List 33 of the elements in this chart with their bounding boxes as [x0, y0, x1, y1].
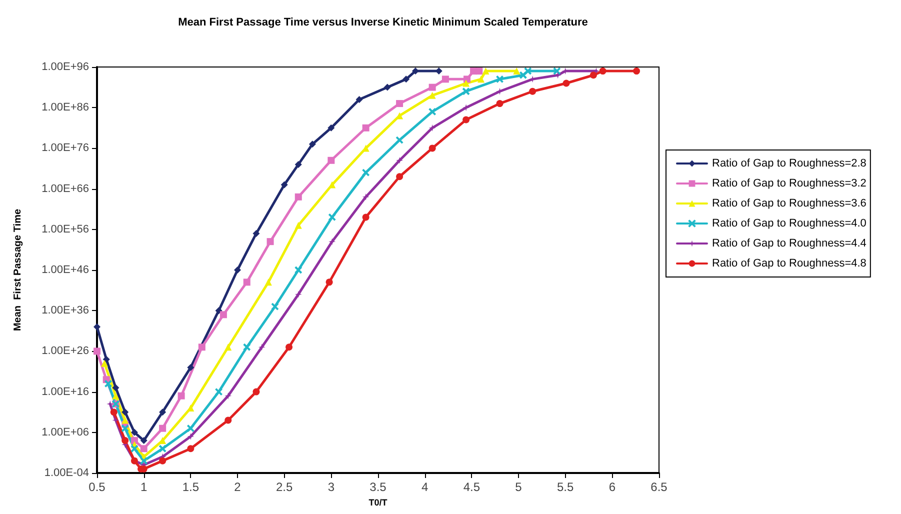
y-tick-label: 1.00E+76 — [42, 142, 89, 154]
x-tick-label: 2 — [234, 480, 242, 494]
x-tick-label: 6 — [608, 480, 616, 494]
x-tick-label: 5.5 — [556, 480, 574, 494]
legend-label: Ratio of Gap to Roughness=4.0 — [712, 218, 866, 230]
legend-label: Ratio of Gap to Roughness=3.2 — [712, 178, 866, 190]
y-tick-label: 1.00E+86 — [42, 102, 89, 114]
x-tick-label: 4.5 — [463, 480, 480, 494]
x-tick-label: 4 — [421, 480, 428, 494]
legend-label: Ratio of Gap to Roughness=4.4 — [712, 238, 866, 250]
x-tick-label: 3 — [328, 480, 335, 494]
x-axis-title: T0/T — [368, 497, 388, 508]
y-tick-label: 1.00E+66 — [42, 182, 89, 195]
legend-label: Ratio of Gap to Roughness=2.8 — [712, 158, 866, 170]
x-tick-label: 3.5 — [370, 480, 387, 494]
x-tick-label: 0.5 — [88, 480, 106, 494]
chart-title: Mean First Passage Time versus Inverse Kinetic Minimum Scaled Temperature — [178, 16, 588, 28]
x-tick-label: 1.5 — [182, 480, 200, 494]
y-tick-label: 1.00E-04 — [44, 467, 89, 479]
y-tick-label: 1.00E+26 — [42, 345, 89, 358]
legend-label: Ratio of Gap to Roughness=4.8 — [712, 258, 866, 270]
y-tick-label: 1.00E+96 — [42, 61, 89, 73]
x-tick-label: 2.5 — [276, 480, 293, 494]
x-tick-label: 6.5 — [650, 480, 668, 494]
y-tick-label: 1.00E+46 — [42, 264, 89, 276]
legend-label: Ratio of Gap to Roughness=3.6 — [712, 198, 866, 210]
x-tick-label: 1 — [140, 480, 148, 494]
y-axis-title: Mean First Passage Time — [12, 208, 24, 332]
y-tick-label: 1.00E+16 — [42, 386, 89, 398]
x-tick-label: 5 — [515, 480, 522, 494]
y-tick-label: 1.00E+56 — [42, 223, 89, 236]
y-tick-label: 1.00E+36 — [42, 304, 89, 317]
y-tick-label: 1.00E+06 — [42, 426, 89, 438]
